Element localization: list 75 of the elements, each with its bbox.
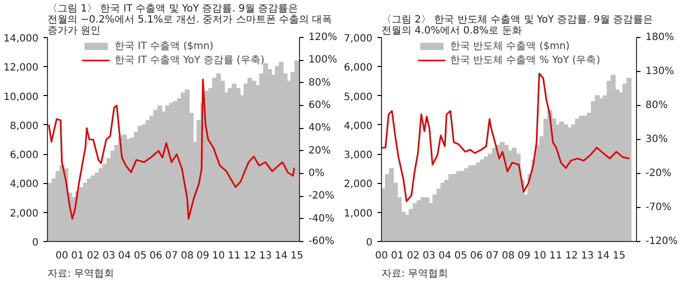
y-tick-label: 4,000 bbox=[10, 179, 39, 190]
y-tick-label: 4,000 bbox=[344, 120, 373, 132]
x-tick-label: 10 bbox=[212, 250, 225, 262]
x-tick-label: 13 bbox=[259, 250, 272, 262]
x-tick-label: 08 bbox=[502, 250, 515, 262]
y-tick-label: 14,000 bbox=[4, 34, 39, 44]
y2-tick-label: 80% bbox=[646, 100, 668, 111]
y2-tick-label: -20% bbox=[646, 168, 672, 179]
y2-tick-label: 100% bbox=[308, 54, 338, 66]
x-tick-label: 05 bbox=[454, 250, 468, 262]
legend-label: 한국 반도체 수출액 ($mn) bbox=[450, 40, 570, 53]
y2-tick-label: 130% bbox=[646, 66, 674, 77]
y2-tick-label: -120% bbox=[646, 236, 678, 247]
x-tick-label: 02 bbox=[86, 250, 100, 262]
y2-tick-label: -40% bbox=[308, 213, 334, 224]
x-tick-label: 09 bbox=[196, 250, 210, 262]
y-tick-label: 6,000 bbox=[10, 150, 39, 162]
line-series bbox=[48, 78, 296, 220]
x-tick-label: 07 bbox=[486, 250, 499, 262]
x-tick-label: 09 bbox=[518, 250, 530, 262]
y-tick-label: 0 bbox=[32, 238, 39, 248]
line-series bbox=[382, 72, 630, 202]
y-tick-label: 2,000 bbox=[10, 208, 39, 220]
x-tick-label: 06 bbox=[149, 250, 162, 262]
y-tick-label: 3,000 bbox=[344, 150, 373, 162]
x-tick-label: 12 bbox=[565, 250, 578, 262]
x-tick-label: 14 bbox=[274, 250, 288, 262]
y2-tick-label: -20% bbox=[308, 190, 334, 202]
y-tick-label: 2,000 bbox=[344, 179, 373, 190]
y-tick-label: 8,000 bbox=[10, 120, 39, 132]
x-tick-label: 02 bbox=[406, 250, 420, 262]
x-tick-label: 11 bbox=[549, 250, 562, 262]
x-tick-label: 15 bbox=[612, 250, 626, 262]
y-tick-label: 6,000 bbox=[344, 62, 373, 74]
y2-tick-label: 80% bbox=[308, 77, 331, 88]
y-tick-label: 5,000 bbox=[344, 92, 373, 103]
y2-tick-label: 60% bbox=[308, 100, 331, 111]
x-tick-label: 04 bbox=[118, 250, 131, 262]
y-tick-label: 7,000 bbox=[344, 34, 373, 44]
x-tick-label: 07 bbox=[165, 250, 178, 262]
legend-label: 한국 IT 수출액 YoY 증감률 (우축) bbox=[114, 54, 264, 67]
bar bbox=[626, 78, 632, 242]
x-tick-label: 13 bbox=[581, 250, 594, 262]
x-tick-label: 00 bbox=[375, 250, 388, 262]
y2-tick-label: -70% bbox=[646, 202, 672, 213]
text: 자료: 무역협회 bbox=[48, 268, 114, 280]
legend-label: 한국 반도체 수출액 % YoY (우축) bbox=[450, 54, 600, 67]
x-tick-label: 10 bbox=[534, 250, 546, 262]
x-tick-label: 01 bbox=[390, 250, 404, 262]
x-tick-label: 14 bbox=[596, 250, 610, 262]
y-tick-label: 1,000 bbox=[344, 208, 373, 220]
x-tick-label: 06 bbox=[470, 250, 483, 262]
y2-tick-label: -60% bbox=[308, 236, 334, 247]
y-tick-label: 10,000 bbox=[4, 92, 39, 103]
y2-tick-label: 40% bbox=[308, 122, 331, 134]
x-tick-label: 03 bbox=[422, 250, 436, 262]
text: 자료: 무역협회 bbox=[382, 268, 448, 280]
x-tick-label: 01 bbox=[71, 250, 84, 262]
y2-tick-label: 20% bbox=[308, 145, 331, 156]
y-tick-label: 12,000 bbox=[4, 62, 39, 74]
x-tick-label: 11 bbox=[228, 250, 241, 262]
y2-tick-label: 0% bbox=[308, 168, 324, 179]
x-tick-label: 05 bbox=[134, 250, 147, 262]
x-tick-label: 15 bbox=[290, 250, 304, 262]
x-tick-label: 00 bbox=[56, 250, 68, 262]
y2-tick-label: 180% bbox=[646, 32, 674, 43]
x-tick-label: 04 bbox=[438, 250, 452, 262]
x-tick-label: 03 bbox=[102, 250, 116, 262]
x-tick-label: 12 bbox=[244, 250, 256, 262]
x-tick-label: 08 bbox=[180, 250, 194, 262]
bar bbox=[294, 60, 300, 242]
y2-tick-label: 30% bbox=[646, 134, 668, 145]
y-tick-label: 0 bbox=[366, 238, 373, 248]
legend-label: 한국 IT 수출액 ($mn) bbox=[114, 40, 214, 53]
y2-tick-label: 120% bbox=[308, 32, 338, 43]
